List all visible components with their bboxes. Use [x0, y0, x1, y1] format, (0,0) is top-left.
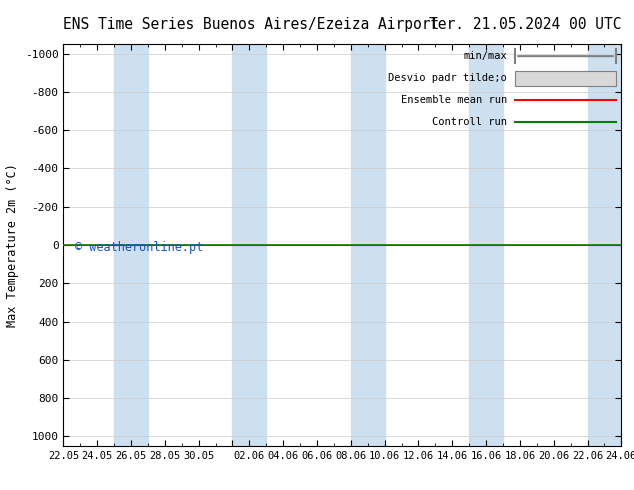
Bar [469, 44, 503, 446]
Bar [233, 44, 266, 446]
FancyBboxPatch shape [515, 71, 616, 86]
Text: Controll run: Controll run [432, 118, 507, 127]
Text: Ter. 21.05.2024 00 UTC: Ter. 21.05.2024 00 UTC [429, 17, 621, 32]
Text: Desvio padr tilde;o: Desvio padr tilde;o [388, 73, 507, 83]
Bar [351, 44, 385, 446]
Bar [588, 44, 621, 446]
Text: ENS Time Series Buenos Aires/Ezeiza Airport: ENS Time Series Buenos Aires/Ezeiza Airp… [63, 17, 439, 32]
Text: © weatheronline.pt: © weatheronline.pt [75, 241, 203, 254]
Text: Ensemble mean run: Ensemble mean run [401, 96, 507, 105]
Y-axis label: Max Temperature 2m (°C): Max Temperature 2m (°C) [6, 163, 19, 327]
Bar [114, 44, 148, 446]
Text: min/max: min/max [463, 51, 507, 61]
